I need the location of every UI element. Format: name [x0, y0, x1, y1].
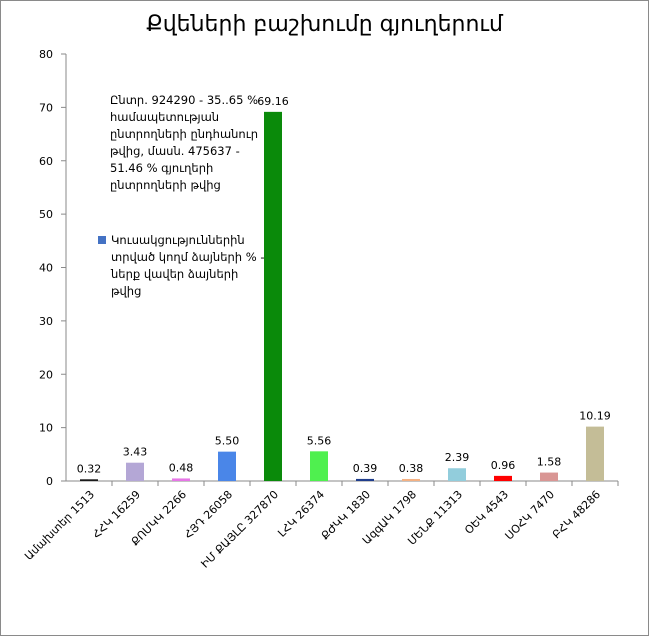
data-label: 10.19	[579, 410, 611, 423]
data-label: 5.50	[215, 435, 240, 448]
y-tick-label: 60	[39, 155, 53, 168]
x-tick-label: ԲՀԿ 48286	[550, 488, 603, 541]
y-tick-label: 40	[39, 262, 53, 275]
bar	[356, 478, 374, 481]
legend: Կուսակցություններին տրված կողմ ձայների %…	[98, 232, 268, 300]
x-tick-label: ՍՕՀԿ 7470	[503, 488, 558, 543]
legend-swatch	[98, 236, 106, 244]
y-tick-label: 0	[46, 475, 53, 488]
bar	[448, 468, 466, 481]
legend-label: Կուսակցություններին տրված կողմ ձայների %…	[111, 233, 265, 298]
y-tick-label: 30	[39, 315, 53, 328]
x-tick-label: ՕԵԿ 4543	[462, 488, 511, 537]
y-tick-label: 10	[39, 422, 53, 435]
bar	[80, 479, 98, 481]
y-tick-label: 20	[39, 368, 53, 381]
data-label: 5.56	[307, 434, 332, 447]
data-label: 1.58	[537, 456, 562, 469]
data-label: 0.96	[491, 459, 516, 472]
x-tick-label: Ամախտեր 1513	[22, 488, 97, 563]
data-label: 0.39	[353, 462, 378, 475]
data-label: 3.43	[123, 446, 148, 459]
chart-note: Ընտր. 924290 - 35..65 % համապետության ըն…	[110, 93, 259, 192]
chart-title: Քվեների բաշխումը գյուղերում	[146, 12, 503, 37]
data-label: 0.32	[77, 462, 102, 475]
bar	[310, 451, 328, 481]
data-label: 2.39	[445, 451, 470, 464]
bar	[264, 111, 282, 482]
bar	[126, 462, 144, 481]
bar	[172, 478, 190, 481]
bar	[218, 451, 236, 481]
data-label: 69.16	[257, 95, 289, 108]
bar	[586, 426, 604, 481]
y-tick-label: 50	[39, 208, 53, 221]
data-label: 0.48	[169, 461, 194, 474]
y-tick-label: 80	[39, 48, 53, 61]
y-tick-label: 70	[39, 101, 53, 114]
bar	[540, 472, 558, 481]
data-label: 0.38	[399, 462, 424, 475]
x-tick-label: ԻՄ ՔԱՅԼԸ 327870	[198, 488, 281, 571]
bar	[494, 475, 512, 481]
bar	[402, 478, 420, 481]
